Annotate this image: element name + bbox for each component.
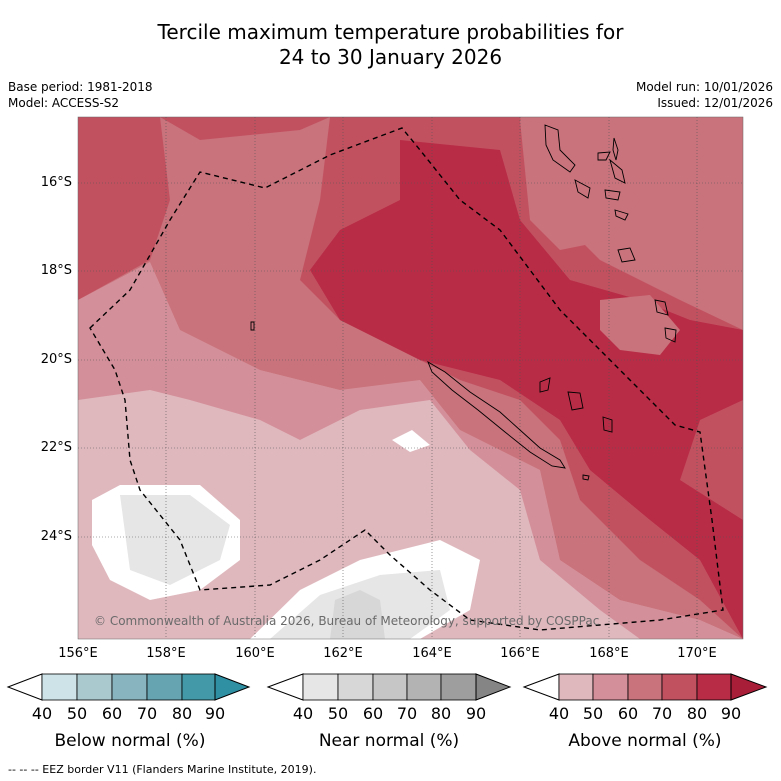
vanuatu-island-2 <box>612 137 619 161</box>
cb-above-tick: 80 <box>686 704 708 723</box>
cb-near-seg-1 <box>302 673 339 701</box>
cb-near-cap-low <box>266 673 304 701</box>
cb-near-seg-2 <box>337 673 374 701</box>
lat-label-24s: 24°S <box>40 529 72 544</box>
cb-below-seg-4 <box>146 673 183 701</box>
cb-above-tick: 70 <box>651 704 673 723</box>
field-white-center <box>392 430 430 452</box>
cb-above-tick: 40 <box>548 704 570 723</box>
issued-date: Issued: 12/01/2026 <box>657 96 773 110</box>
espiritu-santo <box>544 124 576 173</box>
cb-above-seg-3 <box>627 673 663 701</box>
cb-above-seg-2 <box>592 673 629 701</box>
cb-near-tick: 50 <box>327 704 349 723</box>
cb-below-tick: 80 <box>171 704 193 723</box>
loyalty-island-2 <box>567 391 584 411</box>
lat-label-22s: 22°S <box>40 440 72 455</box>
map-title: Tercile maximum temperature probabilitie… <box>0 20 781 70</box>
cb-near-tick: 90 <box>465 704 487 723</box>
field-60-70-e <box>600 295 680 355</box>
colorbar-below <box>6 673 251 701</box>
title-line-2: 24 to 30 January 2026 <box>278 45 503 69</box>
map-frame <box>77 116 744 640</box>
cb-below-seg-1 <box>41 673 78 701</box>
lon-label-158e: 158°E <box>146 646 186 661</box>
eez-border <box>89 127 724 631</box>
cb-near-seg-3 <box>372 673 408 701</box>
field-near-s-core <box>330 590 385 639</box>
lon-label-156e: 156°E <box>58 646 98 661</box>
lon-label-160e: 160°E <box>235 646 275 661</box>
pentecost <box>609 158 626 184</box>
lon-label-166e: 166°E <box>500 646 540 661</box>
cb-below-tick: 40 <box>31 704 53 723</box>
lat-label-20s: 20°S <box>40 352 72 367</box>
cb-above-title: Above normal (%) <box>568 731 722 751</box>
island-w-1 <box>250 321 255 331</box>
isle-of-pines <box>582 474 590 481</box>
cb-below-tick: 90 <box>204 704 226 723</box>
cb-below-tick: 70 <box>136 704 158 723</box>
colorbar-above <box>522 673 768 701</box>
cb-above-tick: 50 <box>582 704 604 723</box>
probability-field <box>78 117 743 639</box>
vanuatu-island-1 <box>597 151 611 161</box>
cb-below-seg-2 <box>76 673 113 701</box>
cb-near-tick: 40 <box>292 704 314 723</box>
cb-below-tick: 50 <box>66 704 88 723</box>
copyright-notice: © Commonwealth of Australia 2026, Bureau… <box>94 614 600 628</box>
cb-above-tick: 60 <box>617 704 639 723</box>
cb-near-title: Near normal (%) <box>318 731 460 751</box>
lon-label-168e: 168°E <box>589 646 629 661</box>
graticule <box>78 117 743 639</box>
lat-label-18s: 18°S <box>40 263 72 278</box>
field-near-sw <box>120 495 230 585</box>
lon-label-164e: 164°E <box>412 646 452 661</box>
cb-below-seg-5 <box>181 673 216 701</box>
cb-below-title: Below normal (%) <box>54 731 206 751</box>
island-e-1 <box>654 299 669 316</box>
cb-near-tick: 60 <box>362 704 384 723</box>
tanna <box>617 247 636 263</box>
model-run: Model run: 10/01/2026 <box>635 80 773 94</box>
cb-below-cap-high <box>214 673 251 701</box>
cb-above-seg-1 <box>558 673 594 701</box>
cb-above-tick: 90 <box>720 704 742 723</box>
lon-label-170e: 170°E <box>677 646 717 661</box>
cb-near-tick: 80 <box>430 704 452 723</box>
malakula <box>574 179 591 199</box>
field-70-80-north <box>160 117 330 140</box>
field-40-50 <box>78 390 640 639</box>
cb-below-seg-3 <box>111 673 148 701</box>
cb-above-seg-5 <box>696 673 732 701</box>
lon-label-162e: 162°E <box>323 646 363 661</box>
field-70-80-nw <box>78 117 170 300</box>
colorbar-near <box>266 673 512 701</box>
cb-near-seg-4 <box>406 673 442 701</box>
loyalty-island-3 <box>602 416 613 433</box>
base-period: Base period: 1981-2018 <box>8 80 153 94</box>
new-caledonia-coast <box>427 360 566 469</box>
eez-legend-note: -- -- -- EEZ border V11 (Flanders Marine… <box>8 763 317 776</box>
cb-below-cap-low <box>6 673 43 701</box>
model-name: Model: ACCESS-S2 <box>8 96 120 110</box>
loyalty-island-1 <box>539 377 551 393</box>
cb-above-cap-low <box>522 673 560 701</box>
cb-below-tick: 60 <box>101 704 123 723</box>
cb-near-cap-high <box>475 673 512 701</box>
meta-right: Model run: 10/01/2026 Issued: 12/01/2026 <box>636 79 773 111</box>
lat-label-16s: 16°S <box>40 175 72 190</box>
field-60-70-ne <box>520 120 640 250</box>
efate <box>614 209 629 221</box>
meta-left: Base period: 1981-2018 Model: ACCESS-S2 <box>8 79 153 111</box>
title-line-1: Tercile maximum temperature probabilitie… <box>157 20 624 44</box>
epi <box>604 189 621 201</box>
field-80-90 <box>310 140 743 639</box>
cb-near-seg-5 <box>440 673 477 701</box>
cb-above-seg-4 <box>661 673 698 701</box>
island-e-2 <box>664 327 677 343</box>
cb-above-cap-high <box>730 673 768 701</box>
cb-near-tick: 70 <box>396 704 418 723</box>
